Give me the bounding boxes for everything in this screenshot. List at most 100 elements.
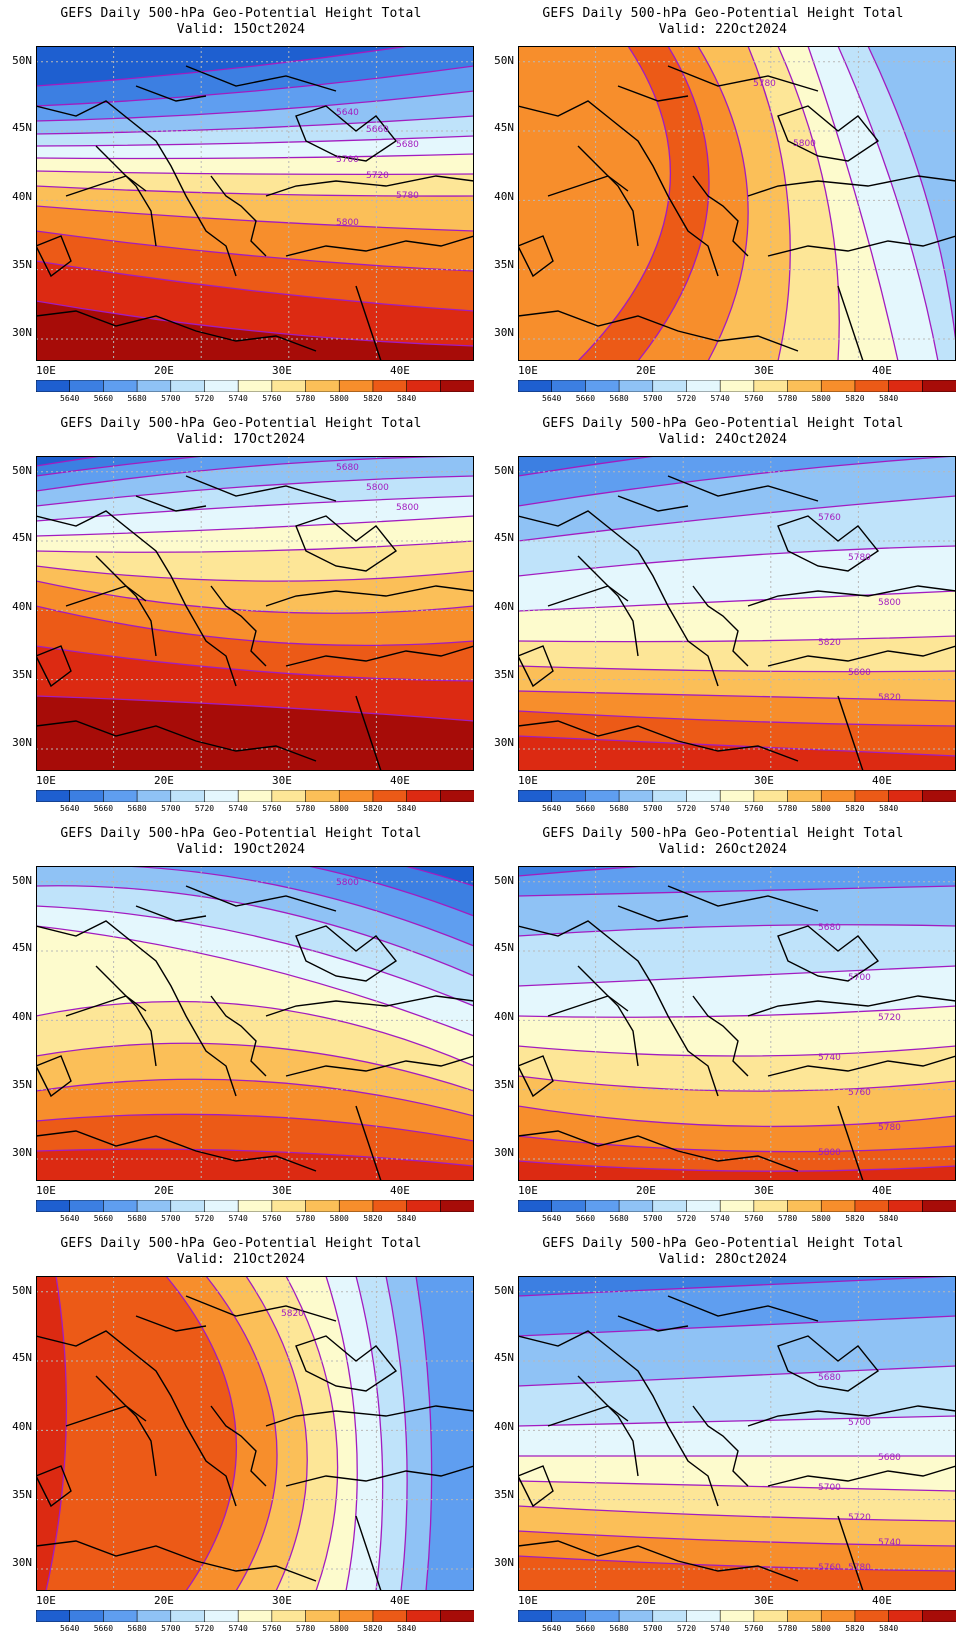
colorbar-swatch bbox=[652, 380, 688, 392]
colorbar-swatch bbox=[719, 790, 755, 802]
colorbar-label: 5740 bbox=[228, 394, 248, 403]
latitude-label: 40N bbox=[12, 1420, 32, 1433]
contour-line bbox=[36, 185, 474, 197]
colorbar-label: 5760 bbox=[744, 1214, 764, 1223]
colorbar-swatch bbox=[922, 790, 956, 802]
coastline bbox=[767, 1465, 956, 1487]
colorbar-label: 5660 bbox=[575, 1214, 596, 1223]
map-frame bbox=[36, 866, 474, 1181]
contour-line bbox=[518, 710, 956, 727]
colorbar-label: 5720 bbox=[676, 1214, 697, 1223]
map-frame bbox=[518, 1276, 956, 1591]
colorbar-swatch bbox=[820, 790, 856, 802]
colorbar-label: 5840 bbox=[878, 1214, 899, 1223]
coastline bbox=[837, 285, 864, 361]
coastline bbox=[95, 1375, 157, 1477]
contour-line bbox=[518, 1160, 956, 1172]
height-band bbox=[36, 456, 474, 506]
contour-label: 5780 bbox=[753, 79, 776, 89]
colorbar-swatch bbox=[551, 1200, 587, 1212]
coastline bbox=[837, 1105, 864, 1181]
height-band bbox=[36, 476, 474, 521]
latitude-label: 50N bbox=[12, 874, 32, 887]
coastline bbox=[295, 515, 398, 572]
contour-label: 5820 bbox=[878, 693, 901, 703]
colorbar-label: 5720 bbox=[194, 1214, 215, 1223]
height-field-map: 5780 5800 bbox=[518, 46, 956, 361]
contour-line bbox=[518, 1365, 956, 1387]
contour-line bbox=[285, 1276, 339, 1591]
latitude-label: 50N bbox=[494, 54, 514, 67]
longitude-label: 10E bbox=[36, 1184, 56, 1197]
colorbar-swatch bbox=[686, 790, 721, 802]
contour-line bbox=[518, 924, 956, 937]
height-band bbox=[748, 46, 840, 361]
contour-line bbox=[36, 885, 474, 977]
contour-line bbox=[36, 645, 474, 682]
contour-label: 5680 bbox=[396, 140, 419, 150]
colorbar-swatch bbox=[36, 790, 71, 802]
height-band bbox=[36, 1043, 474, 1116]
latitude-label: 35N bbox=[12, 1078, 32, 1091]
height-band bbox=[638, 46, 749, 361]
longitude-label: 30E bbox=[272, 774, 292, 787]
height-field-map: 5680 5700 5720 5740 5760 5780 5800 bbox=[518, 866, 956, 1181]
contour-line bbox=[777, 46, 840, 361]
colorbar-label: 5820 bbox=[363, 394, 383, 403]
colorbar bbox=[518, 790, 956, 802]
colorbar-label: 5800 bbox=[811, 1214, 831, 1223]
latitude-label: 40N bbox=[494, 600, 514, 613]
height-band bbox=[36, 261, 474, 346]
contour-line bbox=[518, 545, 956, 577]
contour-label: 5680 bbox=[878, 1453, 901, 1463]
latitude-label: 50N bbox=[494, 464, 514, 477]
colorbar-label: 5760 bbox=[262, 1214, 282, 1223]
map-frame bbox=[36, 1276, 474, 1591]
colorbar-swatch bbox=[585, 790, 620, 802]
latitude-label: 50N bbox=[12, 464, 32, 477]
colorbar bbox=[518, 1200, 956, 1212]
colorbar bbox=[518, 380, 956, 392]
contour-label: 5700 bbox=[336, 155, 359, 165]
colorbar-swatch bbox=[551, 790, 587, 802]
longitude-label: 10E bbox=[36, 774, 56, 787]
coastline bbox=[692, 175, 749, 257]
coastline bbox=[36, 100, 237, 277]
coastline bbox=[95, 145, 157, 247]
height-band bbox=[518, 1316, 956, 1386]
coastline bbox=[577, 965, 639, 1067]
height-band bbox=[36, 456, 204, 476]
longitude-label: 40E bbox=[872, 774, 892, 787]
latitude-label: 45N bbox=[494, 121, 514, 134]
colorbar-swatch bbox=[652, 1610, 688, 1622]
contour-label: 5720 bbox=[848, 1513, 871, 1523]
height-band bbox=[36, 1276, 67, 1591]
coastline bbox=[185, 65, 337, 92]
height-band bbox=[518, 886, 956, 936]
colorbar-label: 5820 bbox=[363, 804, 383, 813]
coastline bbox=[265, 1405, 474, 1427]
colorbar-label: 5680 bbox=[609, 804, 629, 813]
colorbar bbox=[518, 1610, 956, 1622]
contour-line bbox=[518, 1045, 956, 1057]
height-band bbox=[518, 591, 956, 642]
height-band bbox=[36, 206, 474, 271]
colorbar-swatch bbox=[338, 790, 374, 802]
colorbar-swatch bbox=[237, 380, 273, 392]
height-band bbox=[518, 1076, 956, 1127]
colorbar-swatch bbox=[854, 380, 890, 392]
colorbar-swatch bbox=[237, 1610, 273, 1622]
colorbar-swatch bbox=[888, 1610, 924, 1622]
map-frame bbox=[518, 866, 956, 1181]
colorbar-swatch bbox=[136, 1200, 172, 1212]
contour-line bbox=[325, 1276, 358, 1591]
longitude-label: 20E bbox=[154, 1594, 174, 1607]
latitude-label: 40N bbox=[12, 190, 32, 203]
coastline bbox=[210, 175, 267, 257]
contour-line bbox=[518, 1276, 956, 1297]
colorbar-label: 5660 bbox=[93, 1624, 114, 1633]
contour-line bbox=[518, 965, 956, 987]
height-band bbox=[36, 1114, 474, 1166]
colorbar-label: 5660 bbox=[575, 394, 596, 403]
longitude-label: 10E bbox=[518, 364, 538, 377]
